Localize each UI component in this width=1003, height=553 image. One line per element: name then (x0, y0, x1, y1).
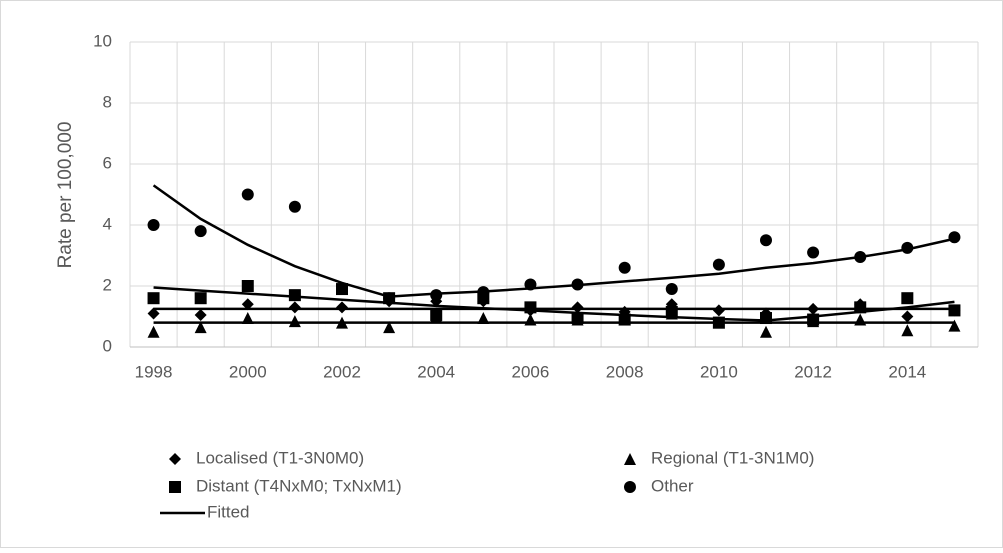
marker (948, 319, 961, 332)
marker (288, 315, 301, 328)
legend-label: Fitted (207, 502, 250, 521)
x-tick-label: 2006 (512, 362, 550, 381)
marker (147, 219, 160, 231)
marker (807, 302, 820, 315)
marker (524, 301, 537, 314)
marker (524, 278, 537, 291)
marker (477, 312, 490, 325)
x-tick-label: 2000 (229, 362, 267, 381)
marker (336, 316, 348, 329)
marker (147, 307, 160, 320)
marker (901, 324, 914, 337)
marker (336, 283, 348, 296)
marker (241, 298, 254, 311)
marker (901, 292, 914, 305)
marker (147, 325, 160, 338)
marker (665, 305, 678, 318)
marker (854, 313, 867, 326)
marker (288, 289, 301, 302)
marker (524, 313, 537, 326)
x-tick-label: 2014 (888, 362, 926, 381)
marker (712, 258, 725, 271)
legend-marker (624, 453, 636, 465)
marker (760, 325, 772, 338)
x-tick-label: 2010 (700, 362, 738, 381)
marker (948, 231, 961, 244)
fitted-line (152, 184, 955, 298)
marker (760, 312, 772, 325)
marker (288, 301, 301, 314)
y-axis-label: Rate per 100,000 (55, 122, 76, 269)
marker (571, 312, 584, 325)
marker (901, 241, 914, 254)
marker (807, 246, 820, 259)
marker (430, 289, 443, 302)
x-tick-label: 2012 (794, 362, 832, 381)
legend-label: Regional (T1-3N1M0) (651, 448, 814, 467)
marker (948, 304, 961, 317)
y-tick-label: 10 (93, 31, 112, 50)
marker (241, 280, 254, 292)
marker (665, 283, 678, 296)
fitted-line (153, 286, 955, 322)
y-tick-label: 8 (103, 92, 112, 111)
marker (430, 308, 443, 321)
marker (854, 251, 867, 264)
marker (241, 188, 254, 201)
marker (807, 313, 820, 326)
marker (194, 321, 207, 334)
y-tick-label: 4 (103, 214, 112, 233)
x-tick-label: 2004 (417, 362, 455, 381)
marker (194, 308, 207, 321)
y-tick-label: 2 (103, 275, 112, 294)
legend-label: Localised (T1-3N0M0) (196, 448, 364, 467)
marker (618, 313, 631, 326)
marker (618, 261, 631, 274)
x-tick-label: 2002 (323, 362, 361, 381)
marker (477, 286, 490, 299)
marker (854, 301, 867, 314)
y-tick-label: 0 (103, 336, 112, 355)
legend-label: Distant (T4NxM0; TxNxM1) (196, 476, 402, 495)
x-tick-label: 1998 (135, 362, 173, 381)
marker (194, 225, 207, 238)
marker (288, 200, 301, 213)
legend-label: Other (651, 476, 694, 495)
legend-marker (169, 481, 181, 493)
marker (901, 310, 914, 323)
marker (336, 301, 348, 314)
legend-marker (624, 481, 636, 493)
marker (571, 301, 584, 314)
marker (571, 278, 584, 291)
marker (194, 292, 207, 305)
y-tick-label: 6 (103, 153, 112, 172)
x-tick-label: 2008 (606, 362, 644, 381)
marker (383, 292, 396, 305)
marker (241, 312, 254, 325)
marker (760, 234, 772, 247)
marker (383, 321, 396, 334)
legend-marker (169, 453, 181, 465)
marker (712, 316, 725, 329)
marker (147, 292, 160, 305)
marker (712, 304, 725, 317)
